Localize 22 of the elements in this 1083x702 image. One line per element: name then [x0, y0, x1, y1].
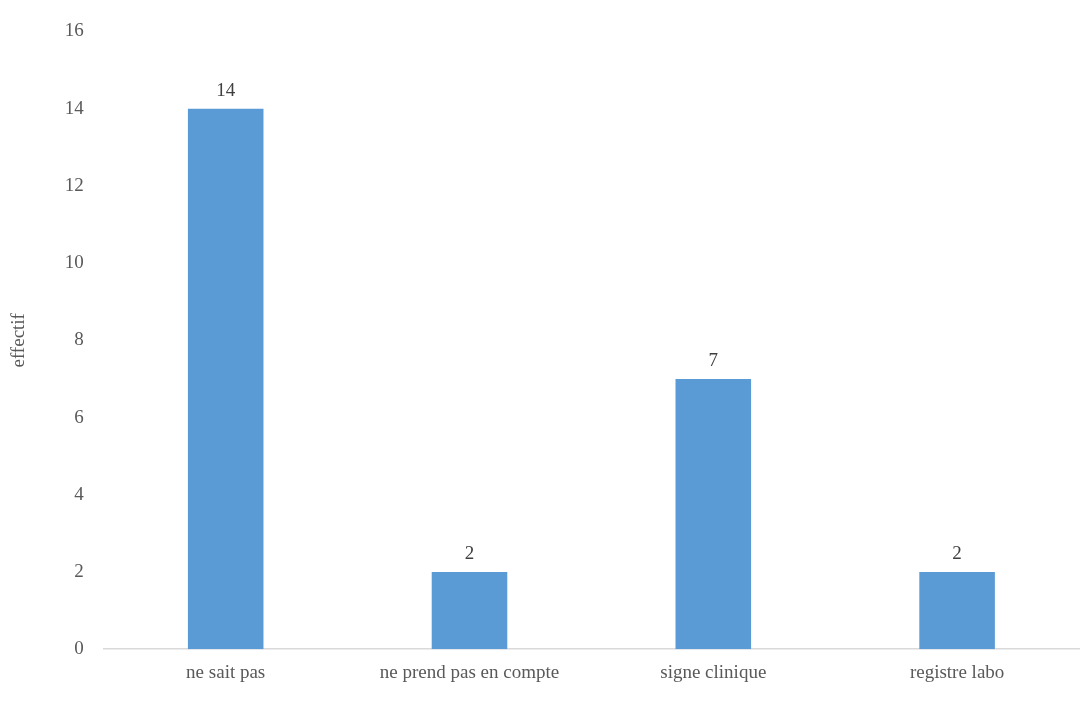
- y-tick-label: 4: [74, 482, 85, 504]
- x-tick-label: signe clinique: [660, 660, 767, 682]
- bar: [675, 378, 752, 650]
- y-tick-label: 16: [64, 19, 84, 41]
- y-tick-label: 10: [64, 251, 84, 273]
- bar: [431, 571, 508, 650]
- x-tick-label: registre labo: [909, 660, 1005, 682]
- y-tick-label: 6: [74, 405, 84, 427]
- data-label: 2: [952, 542, 962, 564]
- data-label: 2: [464, 542, 475, 564]
- bar: [187, 108, 264, 650]
- x-tick-label: ne sait pas: [186, 660, 266, 682]
- y-tick-label: 8: [74, 328, 84, 350]
- y-axis-title: effectif: [7, 312, 29, 368]
- y-tick-label: 2: [74, 559, 84, 581]
- data-label: 14: [216, 79, 236, 101]
- x-tick-label: ne prend pas en compte: [379, 660, 560, 682]
- data-label: 7: [708, 349, 719, 371]
- bar: [919, 571, 995, 650]
- y-tick-label: 14: [64, 96, 85, 118]
- y-tick-label: 0: [74, 637, 84, 659]
- y-tick-label: 12: [64, 173, 84, 195]
